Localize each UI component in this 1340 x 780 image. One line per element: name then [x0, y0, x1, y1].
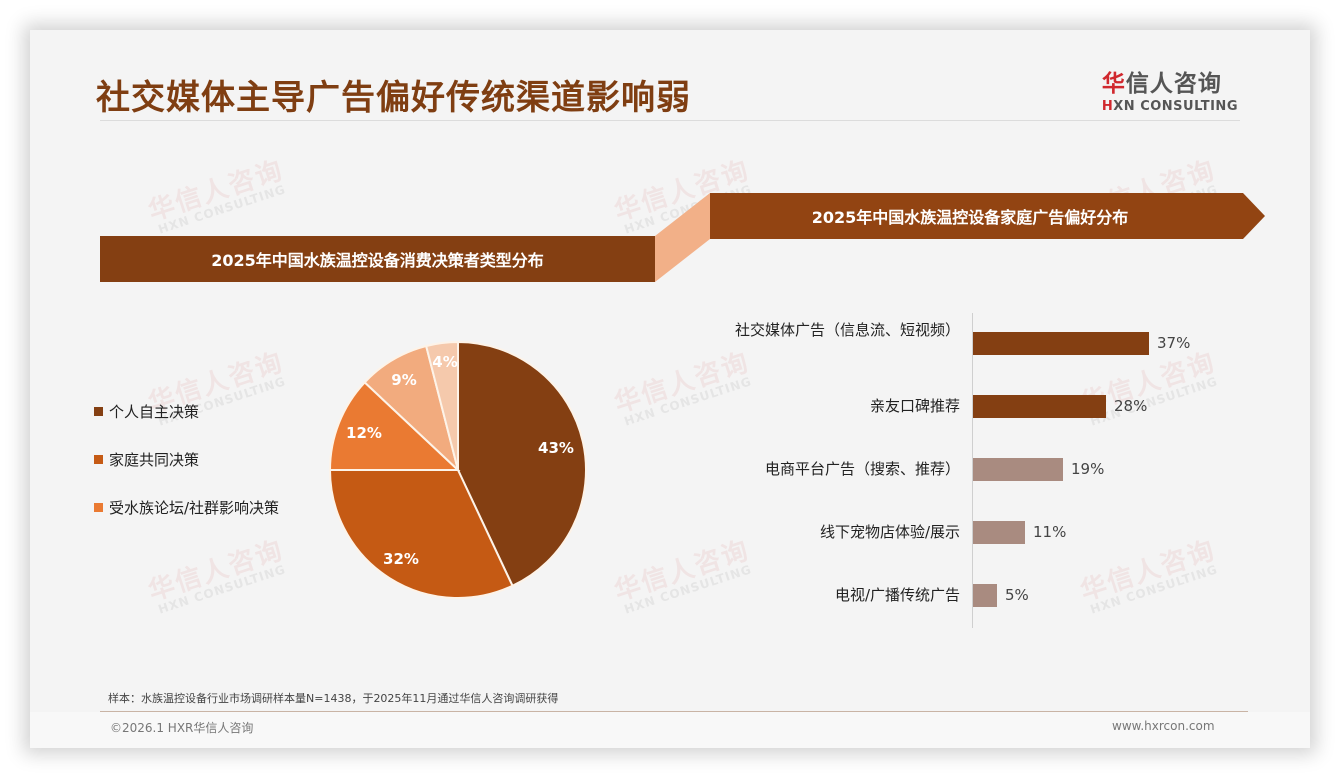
pie-slice — [457, 340, 587, 588]
pie-label: 43% — [538, 439, 574, 457]
pie-slice — [424, 340, 459, 471]
bar-value: 5% — [1005, 586, 1029, 604]
bar — [973, 332, 1149, 355]
bar-row: 线下宠物店体验/展示 — [819, 523, 960, 541]
pie-slice — [328, 380, 461, 471]
pie-svg — [328, 340, 587, 599]
pie-label: 12% — [346, 424, 382, 442]
bar-row: 电商平台广告（搜索、推荐） — [764, 460, 960, 478]
banner-connector — [655, 193, 710, 282]
pie-label: 32% — [383, 550, 419, 568]
legend-item: 家庭共同决策 — [94, 448, 279, 470]
copyright: ©2026.1 HXR华信人咨询 — [110, 721, 254, 735]
legend-swatch — [94, 454, 103, 464]
pie-label: 4% — [432, 353, 458, 371]
page-title: 社交媒体主导广告偏好传统渠道影响弱 — [96, 78, 691, 118]
sample-note: 样本：水族温控设备行业市场调研样本量N=1438，于2025年11月通过华信人咨… — [108, 692, 559, 705]
pie-legend: 个人自主决策 家庭共同决策 受水族论坛/社群影响决策 — [94, 400, 279, 544]
legend-swatch — [94, 502, 103, 512]
footer-divider — [100, 711, 1248, 712]
legend-swatch — [94, 406, 103, 416]
bar-value: 28% — [1114, 397, 1148, 415]
pie-chart-banner: 2025年中国水族温控设备消费决策者类型分布 — [100, 236, 655, 282]
banner-arrow-shape — [710, 193, 1265, 239]
pie-chart: 43% 32% 12% 9% 4% — [328, 340, 588, 600]
bar-value: 37% — [1157, 334, 1191, 352]
pie-label: 9% — [391, 371, 417, 389]
pie-slice — [328, 469, 514, 599]
legend-item: 受水族论坛/社群影响决策 — [94, 496, 279, 518]
slide: 华信人咨询 HXN CONSULTING 华信人咨询 HXN CONSULTING … — [30, 30, 1310, 748]
bar — [973, 395, 1106, 418]
bar-row: 社交媒体广告（信息流、短视频） — [734, 321, 960, 339]
bar — [973, 584, 997, 607]
bar-chart-axis — [972, 313, 973, 628]
bar-chart-banner: 2025年中国水族温控设备家庭广告偏好分布 — [710, 193, 1265, 239]
website-link[interactable]: www.hxrcon.com — [1112, 719, 1215, 733]
bar-value: 19% — [1071, 460, 1105, 478]
company-logo: 华信人咨询 HXN CONSULTING — [1102, 64, 1238, 114]
logo-en: HXN CONSULTING — [1101, 99, 1238, 114]
bar-row: 电视/广播传统广告 — [834, 586, 960, 604]
bar-value: 11% — [1033, 523, 1067, 541]
bar-row: 亲友口碑推荐 — [869, 397, 960, 415]
bar-chart-banner-title: 2025年中国水族温控设备家庭广告偏好分布 — [811, 208, 1129, 227]
legend-item: 个人自主决策 — [94, 400, 279, 422]
bar — [973, 458, 1063, 481]
title-divider — [100, 120, 1240, 121]
bar — [973, 521, 1025, 544]
footer-band — [30, 712, 1310, 748]
logo-cn: 华信人咨询 — [1101, 71, 1222, 97]
